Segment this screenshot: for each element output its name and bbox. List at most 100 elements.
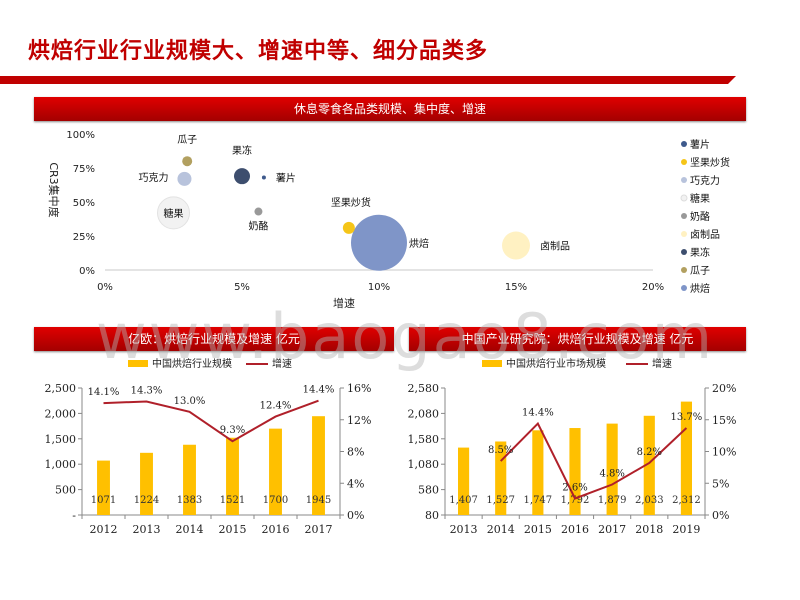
- bubble-y-tick-label: 100%: [66, 130, 95, 141]
- combo-line-label: 8.2%: [637, 447, 662, 458]
- bubble-y-tick-label: 0%: [79, 266, 95, 277]
- combo-x-tick-label: 2012: [90, 523, 118, 536]
- combo-bar-label: 1383: [177, 495, 202, 506]
- combo-line-series: [500, 421, 688, 500]
- combo-right-tick-label: 8%: [347, 446, 364, 459]
- combo-line-label: 12.4%: [260, 401, 292, 412]
- bubble-x-tick-label: 10%: [368, 282, 390, 293]
- combo-bar-label: 1224: [134, 495, 159, 506]
- combo-left-tick-label: -: [72, 509, 76, 522]
- bubble-point-label: 瓜子: [177, 134, 197, 146]
- combo-left-tick-label: 80: [425, 509, 439, 522]
- combo-bar-label: 1,527: [486, 495, 515, 506]
- combo-right-tick-label: 10%: [712, 446, 736, 459]
- combo-x-tick-label: 2018: [635, 523, 663, 536]
- combo-right-tick-label: 5%: [712, 477, 729, 490]
- bubble-legend-label: 果冻: [690, 246, 710, 259]
- combo-line-label: 4.8%: [599, 469, 624, 480]
- combo-bar-label: 1,879: [598, 495, 627, 506]
- bubble-point-label: 果冻: [232, 144, 252, 157]
- combo-bar: [269, 428, 282, 515]
- bubble-legend-label: 糖果: [690, 192, 710, 205]
- combo-bar: [606, 423, 618, 515]
- combo-right-tick-label: 4%: [347, 477, 364, 490]
- bubble-legend-label: 巧克力: [690, 174, 720, 187]
- combo-bar: [495, 441, 507, 515]
- combo-legend-bar-label: 中国烘焙行业规模: [152, 357, 232, 370]
- combo-line-label: 9.3%: [220, 425, 245, 436]
- bubble-point-label: 卤制品: [540, 240, 570, 253]
- bubble-x-tick-label: 15%: [505, 282, 527, 293]
- bubble-legend-marker: [681, 177, 687, 183]
- bubble-legend-marker: [681, 249, 687, 255]
- combo-left-tick-label: 1,580: [408, 433, 440, 446]
- bubble-point-label: 巧克力: [138, 171, 168, 184]
- combo-left-tick-label: 500: [55, 484, 76, 497]
- bubble-legend-label: 奶酪: [690, 210, 710, 223]
- bubble-legend-marker: [681, 159, 687, 165]
- bubble-point: [351, 214, 407, 271]
- combo-right-tick-label: 0%: [347, 509, 364, 522]
- combo-x-tick-label: 2013: [133, 523, 161, 536]
- combo-left-tick-label: 2,500: [45, 382, 77, 395]
- combo-line-label: 14.4%: [303, 385, 335, 396]
- combo-right-tick-label: 16%: [347, 382, 371, 395]
- bubble-point: [157, 196, 190, 230]
- combo-bar: [226, 437, 239, 515]
- bubble-legend-marker: [681, 285, 687, 291]
- combo-left-tick-label: 2,580: [408, 382, 440, 395]
- title-underline: [0, 76, 736, 84]
- bubble-point-label: 奶酪: [248, 220, 268, 233]
- combo-bar-label: 1700: [263, 495, 288, 506]
- combo-line-label: 8.5%: [488, 445, 513, 456]
- bubble-point-label: 烘焙: [409, 237, 429, 250]
- combo-bar-label: 1,747: [524, 495, 553, 506]
- bubble-y-tick-label: 75%: [73, 164, 95, 175]
- combo-bar: [183, 444, 196, 515]
- combo-left-tick-label: 1,000: [45, 458, 77, 471]
- combo-right-tick-label: 12%: [347, 414, 371, 427]
- combo-legend-line-label: 增速: [652, 357, 672, 370]
- combo-bar-label: 1,407: [449, 495, 478, 506]
- combo-x-tick-label: 2016: [561, 523, 589, 536]
- bubble-chart-title: 休息零食各品类规模、集中度、增速: [293, 102, 486, 116]
- combo-bar: [458, 447, 470, 515]
- combo-bar: [140, 452, 153, 515]
- combo-line-label: 14.1%: [88, 387, 120, 398]
- bubble-y-tick-label: 25%: [73, 232, 95, 243]
- combo-x-tick-label: 2015: [219, 523, 247, 536]
- combo-right-tick-label: 15%: [712, 414, 736, 427]
- combo-legend-bar-swatch: [128, 360, 148, 367]
- combo-right-tick-label: 20%: [712, 382, 736, 395]
- bubble-legend-marker: [681, 141, 687, 147]
- combo-x-tick-label: 2014: [176, 523, 204, 536]
- combo-line-series: [103, 399, 319, 443]
- combo-bar-label: 2,312: [672, 495, 701, 506]
- combo-legend-line-label: 增速: [272, 357, 292, 370]
- combo-line-label: 14.3%: [131, 385, 163, 396]
- combo-x-tick-label: 2016: [262, 523, 290, 536]
- bubble-point: [342, 221, 355, 234]
- combo-bar: [97, 460, 110, 515]
- combo-bar: [680, 401, 692, 515]
- page-title: 烘焙行业行业规模大、增速中等、细分品类多: [28, 39, 489, 64]
- bubble-legend-label: 坚果炒货: [690, 156, 730, 169]
- combo-left-tick-label: 1,080: [408, 458, 440, 471]
- bubble-legend-marker: [680, 194, 688, 202]
- bubble-point-label: 糖果: [164, 207, 184, 220]
- combo-left-tick-label: 1,500: [45, 433, 77, 446]
- bubble-legend-marker: [681, 267, 687, 273]
- combo-line-label: 13.7%: [671, 412, 703, 423]
- combo-bar-label: 1071: [91, 495, 116, 506]
- bubble-point: [182, 156, 193, 167]
- combo-legend-bar-swatch: [482, 360, 502, 367]
- left-chart-header: 亿欧：烘焙行业规模及增速 亿元: [34, 327, 394, 351]
- bubble-legend-label: 烘焙: [690, 282, 710, 295]
- left-chart-title: 亿欧：烘焙行业规模及增速 亿元: [128, 332, 300, 346]
- bubble-legend-marker: [681, 231, 687, 237]
- bubble-point: [502, 231, 530, 260]
- bubble-legend-label: 瓜子: [690, 265, 710, 277]
- combo-line-label: 14.4%: [522, 408, 554, 419]
- bubble-x-axis-label: 增速: [333, 296, 355, 310]
- combo-bar-label: 1521: [220, 495, 245, 506]
